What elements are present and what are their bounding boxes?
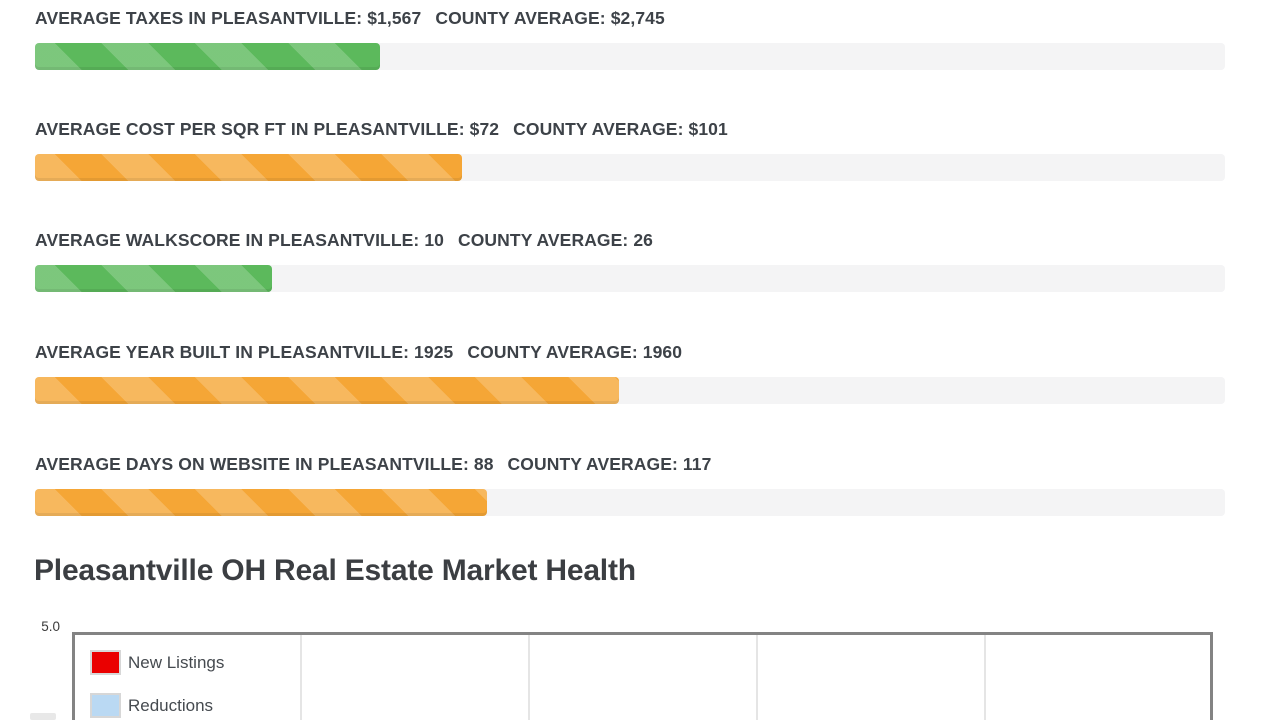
stat-metric-label: AVERAGE TAXES IN PLEASANTVILLE: — [35, 8, 363, 28]
progress-fill — [35, 265, 272, 292]
progress-track — [35, 154, 1225, 181]
stat-heading: AVERAGE COST PER SQR FT IN PLEASANTVILLE… — [35, 119, 728, 140]
stat-county-label: COUNTY AVERAGE: — [513, 119, 684, 139]
stat-local-value: $72 — [469, 119, 500, 139]
stat-metric-label: AVERAGE DAYS ON WEBSITE IN PLEASANTVILLE… — [35, 454, 469, 474]
legend-swatch-new-listings — [90, 650, 121, 675]
stat-metric-label: AVERAGE WALKSCORE IN PLEASANTVILLE: — [35, 230, 420, 250]
stat-metric-label: AVERAGE COST PER SQR FT IN PLEASANTVILLE… — [35, 119, 465, 139]
progress-fill — [35, 43, 381, 70]
stat-heading: AVERAGE TAXES IN PLEASANTVILLE: $1,567 COU… — [35, 8, 665, 29]
market-health-chart: New Listings Reductions — [72, 632, 1213, 720]
stat-county-label: COUNTY AVERAGE: — [507, 454, 678, 474]
stat-local-value: 10 — [424, 230, 444, 250]
stat-heading: AVERAGE YEAR BUILT IN PLEASANTVILLE: 1925… — [35, 342, 682, 363]
vertical-gridline — [528, 635, 530, 720]
progress-track — [35, 489, 1225, 516]
y-axis-tick-label: 5.0 — [41, 619, 60, 634]
stat-county-label: COUNTY AVERAGE: — [435, 8, 606, 28]
stat-local-value: 1925 — [414, 342, 454, 362]
progress-track — [35, 377, 1225, 404]
vertical-gridline — [300, 635, 302, 720]
stat-county-label: COUNTY AVERAGE: — [467, 342, 638, 362]
legend-label: New Listings — [128, 652, 225, 672]
progress-track — [35, 43, 1225, 70]
page-title: Pleasantville OH Real Estate Market Heal… — [34, 554, 636, 587]
progress-track — [35, 265, 1225, 292]
legend-item-new-listings: New Listings — [90, 650, 224, 675]
y-axis-tick-partial — [30, 713, 56, 720]
legend-item-reductions: Reductions — [90, 693, 213, 718]
stat-county-label: COUNTY AVERAGE: — [457, 230, 629, 250]
legend-label: Reductions — [128, 695, 214, 715]
stat-county-value: 26 — [633, 230, 654, 250]
stat-local-value: $1,567 — [367, 8, 422, 28]
stat-metric-label: AVERAGE YEAR BUILT IN PLEASANTVILLE: — [35, 342, 410, 362]
stat-heading: AVERAGE WALKSCORE IN PLEASANTVILLE: 10 COU… — [35, 230, 653, 251]
stat-county-value: 117 — [682, 454, 712, 474]
progress-fill — [35, 489, 488, 516]
stat-county-value: $101 — [688, 119, 728, 139]
vertical-gridline — [984, 635, 986, 720]
stat-county-value: $2,745 — [610, 8, 665, 28]
progress-fill — [35, 377, 620, 404]
stat-county-value: 1960 — [642, 342, 683, 362]
progress-fill — [35, 154, 463, 181]
stat-local-value: 88 — [473, 454, 494, 474]
legend-swatch-reductions — [90, 693, 121, 718]
vertical-gridline — [756, 635, 758, 720]
stat-heading: AVERAGE DAYS ON WEBSITE IN PLEASANTVILLE… — [35, 454, 711, 475]
